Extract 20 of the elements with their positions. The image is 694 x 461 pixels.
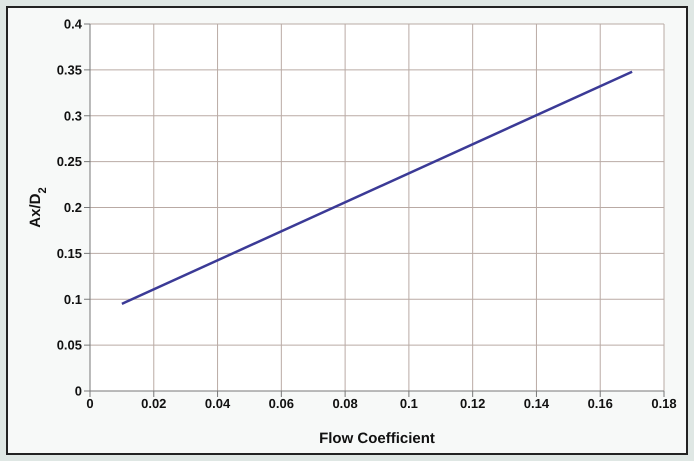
x-tick-label: 0.1 [400,396,418,412]
x-tick-label: 0.16 [588,396,613,412]
y-tick-label: 0 [74,384,82,399]
y-tick-label: 0.3 [64,108,82,124]
y-tick-label: 0.15 [56,246,82,261]
y-tick-label: 0.25 [56,154,82,170]
x-tick-label: 0.06 [268,396,294,412]
y-tick-label: 0.35 [56,62,82,78]
x-tick-label: 0.12 [460,396,486,412]
x-tick-label: 0.18 [651,396,677,412]
x-axis-title: Flow Coefficient [319,430,435,447]
y-tick-label: 0.2 [64,200,82,216]
x-tick-label: 0.08 [332,396,358,412]
y-tick-label: 0.05 [56,338,82,353]
x-tick-label: 0.14 [524,396,550,412]
y-tick-label: 0.1 [64,292,82,307]
y-tick-label: 0.4 [64,16,83,32]
x-tick-label: 0.04 [204,396,231,412]
x-tick-label: 0.02 [141,396,166,412]
x-tick-label: 0 [86,396,94,412]
